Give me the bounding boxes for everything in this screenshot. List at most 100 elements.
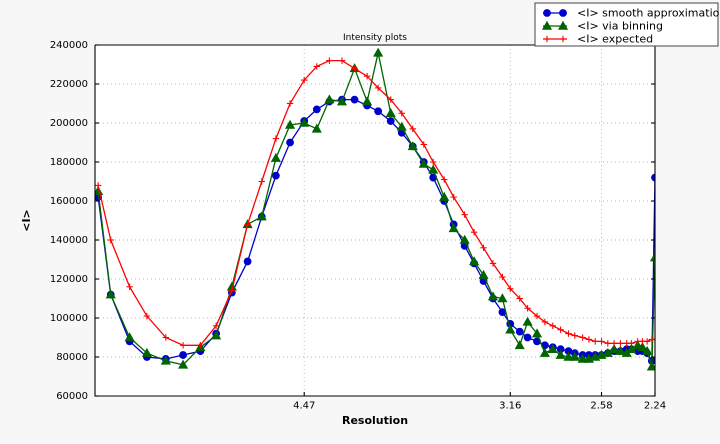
data-point: [160, 355, 171, 365]
data-point: [272, 135, 280, 142]
x-tick-label: 2.58: [590, 400, 612, 411]
x-tick-label: 3.16: [499, 400, 521, 411]
data-point: [143, 312, 151, 320]
data-point: [285, 119, 296, 129]
x-tick-label: 4.47: [293, 400, 315, 411]
y-tick-label: 220000: [50, 79, 88, 90]
data-point: [286, 138, 294, 147]
data-point: [499, 273, 506, 281]
data-point: [271, 171, 280, 180]
data-point: [258, 178, 265, 185]
data-point: [362, 96, 373, 106]
data-point: [336, 96, 348, 106]
data-point: [615, 345, 626, 355]
data-point: [541, 318, 549, 326]
data-point: [549, 322, 556, 329]
data-point: [439, 191, 450, 201]
y-tick-label: 240000: [50, 40, 88, 51]
y-tick-label: 100000: [50, 313, 88, 324]
data-point: [505, 324, 516, 334]
legend-entry-2[interactable]: <I> expected: [543, 33, 653, 46]
data-point: [643, 338, 651, 345]
data-point: [523, 333, 532, 342]
data-point: [480, 244, 487, 251]
data-point: [313, 63, 320, 70]
data-point: [592, 338, 599, 345]
data-point: [604, 340, 612, 347]
data-point: [515, 327, 524, 336]
data-point: [301, 76, 308, 84]
data-point: [557, 326, 564, 333]
data-point: [524, 305, 531, 312]
data-point: [95, 186, 104, 196]
data-point: [351, 65, 358, 72]
legend-marker: [559, 35, 567, 43]
data-point: [244, 221, 251, 228]
data-point: [642, 345, 653, 355]
data-point: [585, 336, 593, 343]
data-point: [178, 359, 189, 369]
data-point: [418, 158, 429, 168]
data-point: [162, 334, 169, 341]
data-point: [373, 47, 384, 57]
data-point: [497, 293, 508, 303]
data-point: [487, 291, 499, 301]
legend-entry-1[interactable]: <I> via binning: [541, 20, 663, 33]
legend[interactable]: <I> smooth approximation<I> via binning<…: [534, 2, 720, 47]
data-point: [450, 193, 457, 201]
data-point: [507, 285, 514, 292]
y-tick-label: 140000: [50, 235, 88, 246]
data-point: [628, 340, 635, 347]
legend-marker: [543, 35, 551, 43]
data-point: [428, 164, 439, 174]
data-point: [563, 351, 574, 361]
data-point: [609, 343, 620, 353]
data-point: [489, 260, 497, 267]
y-tick-label: 80000: [56, 352, 88, 363]
tick-labels: 60000 80000 100000 120000 140000 160000 180000…: [50, 40, 666, 411]
data-point: [407, 141, 418, 151]
legend-label: <I> via binning: [577, 20, 663, 33]
y-axis-title: <I>: [20, 209, 33, 232]
data-point: [514, 340, 525, 350]
legend-marker: [559, 9, 567, 17]
data-point: [441, 176, 448, 183]
data-point: [478, 269, 489, 279]
y-tick-label: 120000: [50, 274, 88, 285]
data-point: [228, 287, 236, 294]
data-point: [374, 107, 383, 116]
data-point: [256, 211, 267, 221]
legend-label: <I> expected: [577, 33, 653, 46]
data-point: [598, 338, 605, 345]
legend-marker: [543, 9, 551, 17]
legend-entry-0[interactable]: <I> smooth approximation: [543, 7, 720, 20]
data-point: [107, 236, 114, 244]
data-point: [531, 328, 543, 338]
data-point: [374, 84, 382, 92]
data-point: [326, 57, 333, 64]
data-point: [579, 334, 586, 341]
data-point: [522, 316, 533, 326]
data-point: [324, 94, 335, 104]
data-point: [461, 211, 468, 218]
data-point: [555, 349, 566, 359]
data-point: [363, 73, 371, 80]
y-tick-label: 180000: [50, 157, 88, 168]
data-point: [385, 108, 396, 118]
data-point: [243, 257, 252, 266]
y-tick-label: 60000: [56, 391, 88, 402]
data-point: [646, 361, 655, 371]
data-point: [571, 332, 578, 339]
data-point: [338, 57, 346, 64]
data-point: [533, 312, 541, 320]
data-point: [469, 256, 480, 266]
series-2: [95, 57, 655, 349]
chart-title: Intensity plots: [343, 33, 407, 43]
legend-label: <I> smooth approximation: [577, 7, 720, 20]
data-point: [396, 121, 407, 131]
legend-marker: [541, 20, 553, 30]
data-point: [386, 117, 395, 125]
data-point: [211, 330, 222, 340]
data-point: [430, 158, 437, 166]
